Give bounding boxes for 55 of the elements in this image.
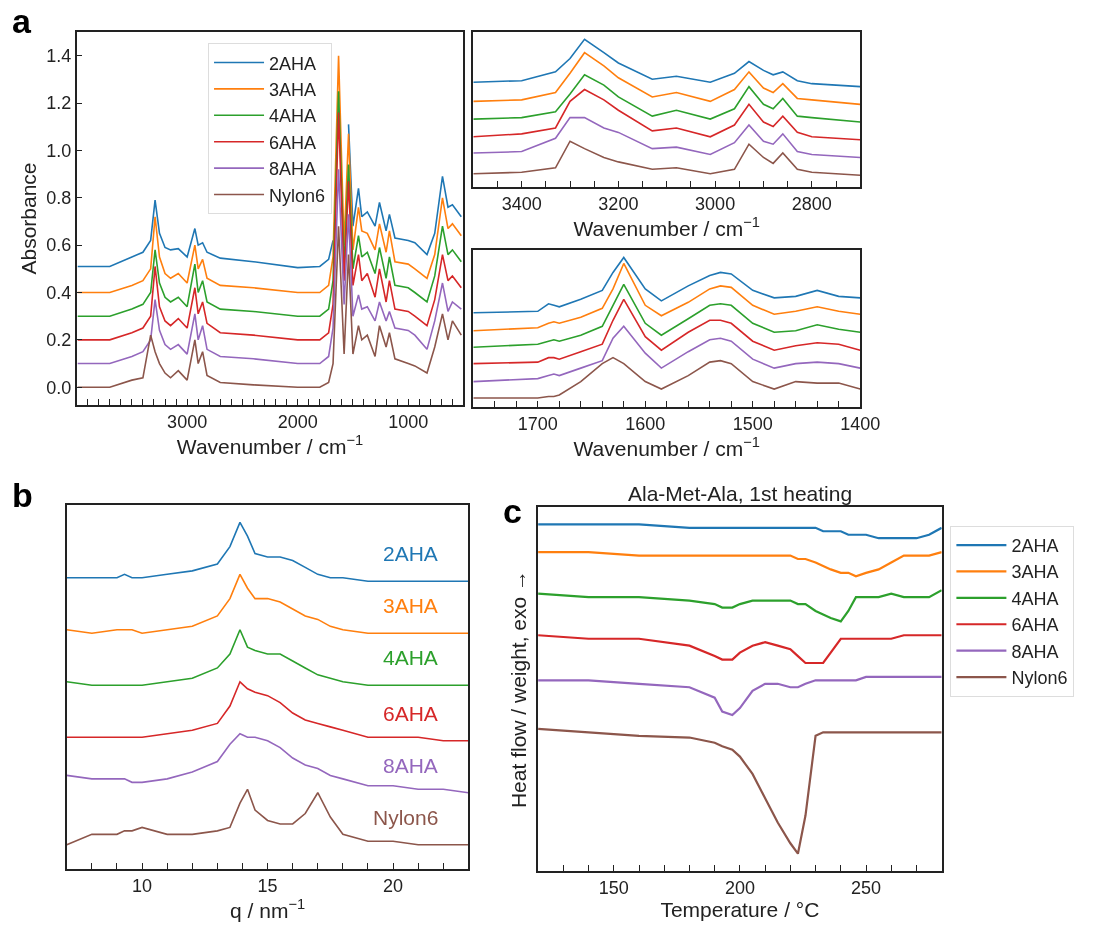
legend-label: 2AHA (269, 53, 317, 74)
x-tick-label: 2800 (791, 194, 832, 215)
x-tick-label: 150 (598, 878, 629, 899)
text: c (503, 492, 522, 530)
legend-label: 8AHA (1011, 641, 1059, 662)
legend-label: 8AHA (269, 159, 317, 180)
y-axis-title: Heat flow / weight, exo → (506, 569, 530, 809)
x-tick-label: 1000 (388, 412, 429, 433)
x-tick-label: 1700 (517, 414, 558, 435)
y-tick-label: 0.8 (46, 188, 72, 209)
legend-label: 4AHA (269, 106, 317, 127)
series-label: 8AHA (383, 754, 438, 777)
text: a (12, 2, 32, 40)
x-axis-title: Wavenumber / cm$^{−1}$ (176, 432, 364, 459)
y-tick-label: 1.2 (46, 93, 72, 114)
x-tick-label: 20 (383, 876, 404, 897)
x-tick-label: 3000 (695, 194, 736, 215)
series-label: 3AHA (383, 594, 438, 617)
line-series (76, 225, 463, 389)
chart-title: Ala-Met-Ala, 1st heating (628, 482, 853, 505)
x-tick-label: 1600 (625, 414, 666, 435)
x-axis-title: q / nm$^{−1}$ (230, 896, 306, 923)
series-label: 6AHA (383, 702, 438, 725)
y-tick-label: 1.0 (46, 140, 72, 161)
x-axis-title: Wavenumber / cm$^{−1}$ (573, 214, 760, 241)
legend-label: Nylon6 (269, 185, 326, 206)
legend-label: 3AHA (1011, 562, 1059, 583)
y-tick-label: 0.0 (46, 377, 72, 398)
x-tick-label: 200 (724, 878, 755, 899)
text: b (12, 476, 33, 514)
legend-label: 3AHA (269, 79, 317, 100)
x-tick-label: 10 (132, 876, 153, 897)
y-axis-title: Absorbance (16, 162, 40, 275)
legend-label: 4AHA (1011, 588, 1059, 609)
x-tick-label: 1500 (732, 414, 773, 435)
series-label: 2AHA (383, 542, 438, 565)
x-tick-label: 1400 (840, 414, 881, 435)
legend-label: 6AHA (269, 132, 317, 153)
x-tick-label: 3200 (598, 194, 639, 215)
x-axis-title: Wavenumber / cm$^{−1}$ (573, 434, 760, 461)
x-tick-label: 3000 (167, 412, 208, 433)
y-tick-label: 0.4 (46, 282, 72, 303)
series-label: 4AHA (383, 646, 438, 669)
x-tick-label: 2000 (277, 412, 318, 433)
y-tick-label: 0.2 (46, 330, 72, 351)
y-tick-label: 0.6 (46, 235, 72, 256)
x-tick-label: 3400 (501, 194, 542, 215)
legend-label: 6AHA (1011, 615, 1059, 636)
x-axis-title: Temperature / °C (660, 898, 820, 922)
legend-label: Nylon6 (1011, 668, 1068, 689)
x-tick-label: 250 (850, 878, 882, 899)
y-tick-label: 1.4 (46, 45, 72, 66)
x-tick-label: 15 (257, 876, 278, 897)
series-label: Nylon6 (373, 806, 439, 829)
legend-label: 2AHA (1011, 536, 1059, 557)
